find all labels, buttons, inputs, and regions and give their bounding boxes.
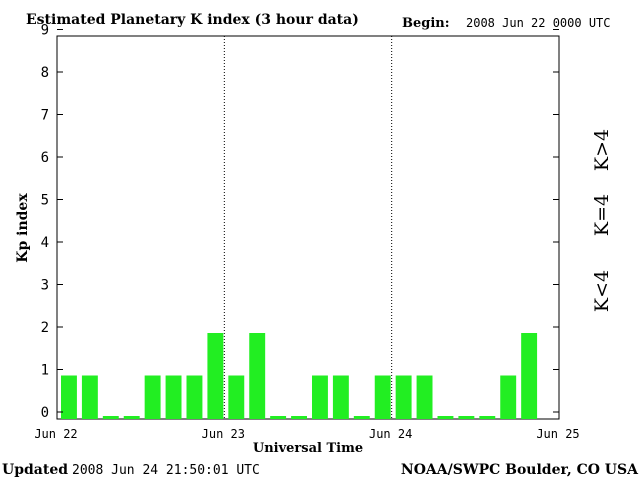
kp-bar: [249, 333, 266, 419]
x-tick-label: Jun 24: [369, 427, 412, 441]
kp-bar: [228, 375, 245, 419]
y-axis-label: Kp index: [15, 193, 31, 263]
kp-bar: [270, 416, 287, 419]
kp-bar: [437, 416, 454, 419]
plot-frame: [56, 35, 560, 420]
x-tick-label: Jun 22: [34, 427, 77, 441]
kp-bar: [521, 333, 538, 419]
y-tick-label: 9: [41, 23, 49, 39]
bar-series: [61, 333, 538, 419]
legend-k-less-4: K<4: [591, 270, 613, 312]
y-tick-label: 5: [41, 193, 49, 209]
source-credit: NOAA/SWPC Boulder, CO USA: [401, 462, 639, 478]
y-axis-ticks: 0 1 2 3 4 5 6 7 8 9: [41, 23, 559, 421]
begin-value: 2008 Jun 22 0000 UTC: [466, 16, 611, 30]
y-tick-label: 2: [41, 320, 49, 336]
y-tick-label: 7: [41, 108, 49, 124]
legend-k-equal-4: K=4: [591, 194, 613, 236]
y-tick-label: 1: [41, 363, 49, 379]
chart-title: Estimated Planetary K index (3 hour data…: [26, 12, 359, 28]
kp-bar: [353, 416, 370, 419]
updated-value: 2008 Jun 24 21:50:01 UTC: [72, 463, 260, 478]
y-tick-label: 0: [41, 405, 49, 421]
kp-bar: [102, 416, 119, 419]
x-axis-label: Universal Time: [253, 441, 363, 456]
begin-label: Begin:: [402, 16, 450, 31]
kp-bar: [479, 416, 496, 419]
kp-bar: [165, 375, 182, 419]
kp-bar: [144, 375, 161, 419]
y-tick-label: 4: [41, 235, 49, 251]
kp-bar: [207, 333, 224, 419]
kp-bar: [395, 375, 412, 419]
day-divider-lines: [223, 36, 393, 419]
y-tick-label: 8: [41, 65, 49, 81]
x-tick-label: Jun 23: [202, 427, 245, 441]
kp-bar: [374, 375, 391, 419]
y-tick-label: 3: [41, 278, 49, 294]
kp-bar: [123, 416, 140, 419]
kp-bar: [458, 416, 475, 419]
kp-bar: [291, 416, 307, 419]
kp-bar: [332, 375, 349, 419]
kp-bar: [416, 375, 433, 419]
x-axis-ticks: Jun 22 Jun 23 Jun 24 Jun 25: [34, 427, 579, 441]
legend-k-greater-4: K>4: [591, 129, 613, 171]
y-tick-label: 6: [41, 150, 49, 166]
kp-bar: [312, 375, 328, 419]
kp-bar: [81, 375, 98, 419]
kp-bar: [61, 375, 77, 419]
x-tick-label: Jun 25: [536, 427, 579, 441]
kp-bar: [500, 375, 517, 419]
kp-bar: [186, 375, 203, 419]
updated-label: Updated: [2, 462, 68, 478]
